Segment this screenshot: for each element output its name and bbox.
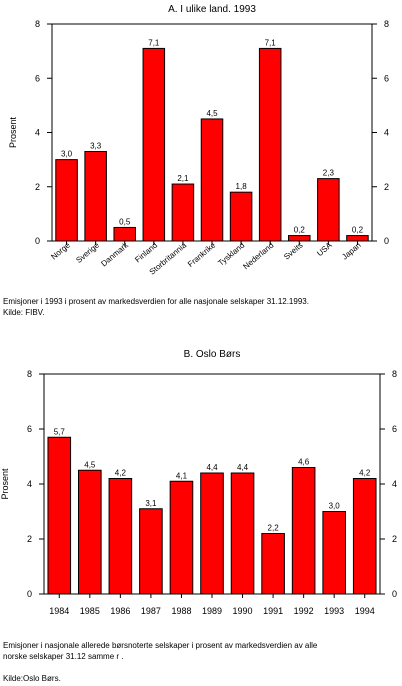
- chart-b-category-label: 1988: [171, 606, 191, 616]
- chart-b-bar: [169, 480, 194, 595]
- chart-b-data-label: 3,0: [329, 502, 341, 511]
- chart-a-ytick-label-right: 2: [384, 182, 389, 192]
- chart-a-ylabel: Prosent: [8, 116, 18, 148]
- chart-a-data-label: 3,3: [90, 141, 102, 150]
- chart-b-category-label: 1984: [49, 606, 69, 616]
- chart-a-bar: [346, 235, 369, 242]
- chart-a-data-label: 2,1: [177, 174, 189, 183]
- chart-b-data-label: 3,1: [145, 499, 157, 508]
- chart-a-data-label: 7,1: [265, 38, 277, 47]
- chart-b-category-label: 1986: [110, 606, 130, 616]
- chart-a-category-label: Sverige: [74, 240, 101, 265]
- chart-b-data-label: 2,2: [268, 524, 280, 533]
- chart-a-category-label: Sveits: [282, 241, 304, 262]
- chart-a-category-label: Frankrike: [186, 240, 218, 269]
- chart-b-data-label: 4,2: [115, 469, 127, 478]
- chart-a-data-label: 3,0: [61, 150, 73, 159]
- chart-b-category-label: 1990: [233, 606, 253, 616]
- chart-a-ytick-label-left: 4: [35, 128, 40, 138]
- chart-b-ytick-label-right: 0: [392, 589, 397, 599]
- chart-a-caption-line: Kilde: FIBV.: [3, 308, 45, 317]
- chart-b-bar: [352, 478, 377, 595]
- chart-a-data-label: 0,5: [119, 217, 131, 226]
- chart-b-category-label: 1991: [263, 606, 283, 616]
- chart-b-caption-line: Kilde:Oslo Børs.: [3, 674, 61, 683]
- chart-a-bar: [113, 226, 136, 242]
- chart-b-bar: [47, 436, 72, 595]
- chart-b-category-label: 1994: [355, 606, 375, 616]
- chart-a-bar: [288, 235, 311, 242]
- chart-a: A. I ulike land. 1993 0 0 2 2 4 4 6 6 8 8 Prosent 3,…: [8, 4, 389, 277]
- chart-b-title: B. Oslo Børs: [184, 349, 241, 360]
- chart-a-data-label: 4,5: [206, 109, 218, 118]
- chart-b-caption-line: Emisjoner i nasjonale allerede børsnoter…: [3, 641, 318, 650]
- chart-b-ytick-label-left: 4: [27, 479, 32, 489]
- chart-b-category-label: 1987: [141, 606, 161, 616]
- chart-b-ytick-label-left: 0: [27, 589, 32, 599]
- chart-b-data-label: 4,4: [206, 463, 218, 472]
- chart-b-caption-line: norske selskaper 31.12 samme r .: [3, 652, 124, 661]
- chart-a-ytick-label-right: 0: [384, 236, 389, 246]
- chart-a-data-label: 0,2: [352, 226, 364, 235]
- chart-a-category-label: Nederland: [241, 241, 275, 272]
- chart-b-bar: [139, 508, 163, 595]
- chart-a-ytick-label-right: 4: [384, 128, 389, 138]
- chart-a-ytick-label-right: 8: [384, 19, 389, 29]
- chart-b-bar: [200, 472, 224, 595]
- chart-a-bar: [142, 47, 166, 242]
- chart-b-bar: [261, 533, 285, 595]
- chart-b-data-label: 4,4: [237, 463, 249, 472]
- chart-b-category-label: 1989: [202, 606, 222, 616]
- chart-a-ytick-label-left: 8: [35, 19, 40, 29]
- chart-a-title: A. I ulike land. 1993: [168, 4, 256, 15]
- chart-a-data-label: 0,2: [294, 226, 306, 235]
- chart-a-bar: [229, 191, 253, 242]
- chart-a-ytick-label-left: 2: [35, 182, 40, 192]
- chart-b-category-label: 1993: [324, 606, 344, 616]
- chart-a-category-label: USA: [315, 240, 334, 258]
- chart-a-bar: [55, 159, 78, 242]
- chart-b-category-label: 1992: [294, 606, 314, 616]
- chart-b-data-label: 4,5: [84, 460, 96, 469]
- chart-b-ylabel: Prosent: [0, 468, 10, 500]
- chart-b-bar: [291, 467, 316, 595]
- chart-a-category-label: Finland: [133, 241, 159, 265]
- chart-a-data-label: 1,8: [236, 182, 248, 191]
- chart-b-category-label: 1985: [80, 606, 100, 616]
- chart-b-ytick-label-right: 6: [392, 424, 397, 434]
- chart-b-bar: [78, 469, 102, 595]
- chart-a-ytick-label-left: 0: [35, 236, 40, 246]
- chart-b-ytick-label-left: 6: [27, 424, 32, 434]
- chart-a-bar: [84, 150, 107, 242]
- chart-b-ytick-label-right: 8: [392, 369, 397, 379]
- chart-b-data-label: 4,1: [176, 471, 188, 480]
- chart-b-data-label: 4,2: [359, 469, 371, 478]
- chart-a-data-label: 2,3: [323, 169, 335, 178]
- chart-a-caption: Emisjoner i 1993 i prosent av markedsver…: [3, 296, 309, 318]
- chart-a-caption-line: Emisjoner i 1993 i prosent av markedsver…: [3, 297, 309, 306]
- chart-b-ytick-label-right: 4: [392, 479, 397, 489]
- chart-b-bar: [322, 511, 346, 595]
- chart-b-data-label: 4,6: [298, 458, 310, 467]
- chart-b-caption-line: [3, 662, 317, 673]
- chart-b-bar: [108, 478, 133, 595]
- chart-a-ytick-label-right: 6: [384, 73, 389, 83]
- chart-a-bar: [317, 178, 340, 242]
- chart-b-caption: Emisjoner i nasjonale allerede børsnoter…: [3, 640, 317, 684]
- chart-a-category-label: Norge: [49, 240, 72, 261]
- chart-a-bar: [171, 183, 195, 242]
- chart-b-bar: [230, 472, 255, 595]
- chart-a-bar: [258, 47, 282, 242]
- chart-b-data-label: 5,7: [54, 427, 66, 436]
- chart-b-ytick-label-right: 2: [392, 534, 397, 544]
- chart-a-bar: [200, 118, 224, 242]
- chart-b-ytick-label-left: 8: [27, 369, 32, 379]
- chart-a-category-label: Danmark: [99, 240, 130, 268]
- chart-a-ytick-label-left: 6: [35, 73, 40, 83]
- chart-a-data-label: 7,1: [148, 38, 160, 47]
- chart-b-ytick-label-left: 2: [27, 534, 32, 544]
- chart-b: B. Oslo Børs 0 0 2 2 4 4 6 6 8 8 Prosent 5,7 1984 4,5 1…: [0, 349, 397, 616]
- chart-a-category-label: Japan: [340, 241, 362, 262]
